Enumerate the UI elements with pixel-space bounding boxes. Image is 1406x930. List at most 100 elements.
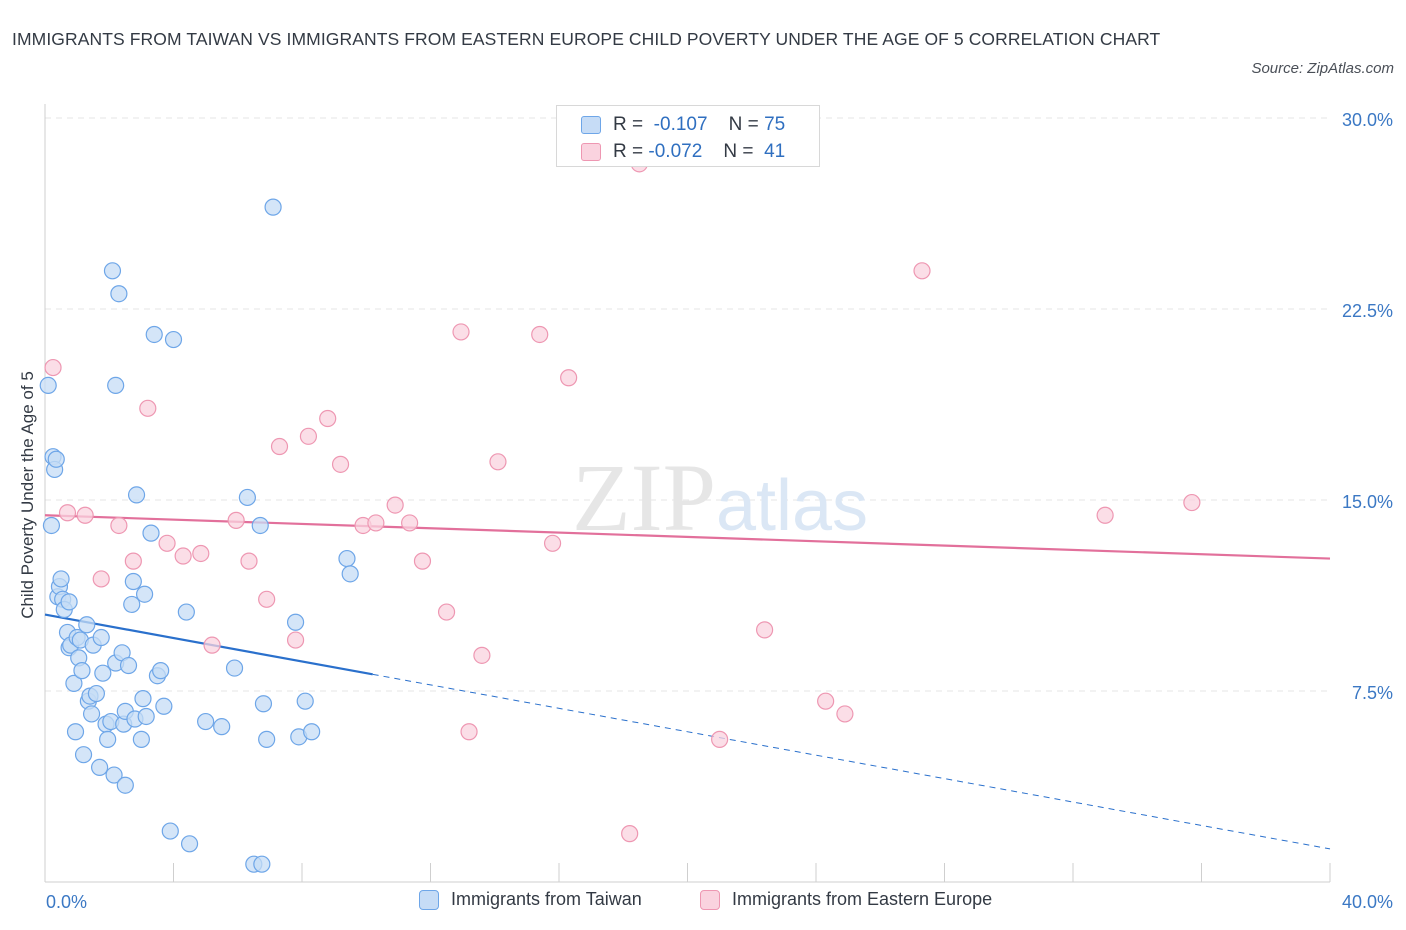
point-taiwan [161, 822, 179, 840]
point-taiwan [65, 674, 83, 692]
point-taiwan [39, 376, 57, 394]
point-eastern-europe [58, 504, 77, 522]
point-taiwan [164, 330, 183, 349]
point-taiwan [92, 628, 110, 647]
r-label: R = [613, 141, 644, 162]
point-taiwan [132, 730, 150, 748]
legend-label-taiwan: Immigrants from Taiwan [451, 889, 642, 909]
point-taiwan [123, 595, 141, 614]
point-taiwan [251, 516, 269, 535]
point-taiwan [74, 746, 93, 764]
tick-labels: 7.5% 15.0% 22.5% 30.0% 0.0% 40.0% [46, 110, 1393, 912]
data-points [39, 155, 1201, 873]
point-taiwan [119, 656, 138, 675]
point-taiwan [66, 723, 85, 741]
point-eastern-europe [413, 552, 432, 570]
point-eastern-europe [621, 825, 639, 843]
legend-label-eastern-europe: Immigrants from Eastern Europe [732, 889, 993, 909]
point-taiwan [116, 776, 134, 794]
point-eastern-europe [286, 631, 305, 649]
n-label: N = [728, 114, 759, 135]
point-eastern-europe [270, 437, 289, 456]
y-tick-label: 15.0% [1342, 492, 1393, 512]
point-taiwan [258, 730, 276, 748]
point-taiwan [264, 198, 282, 216]
point-taiwan [124, 572, 142, 591]
x-tick-label: 0.0% [46, 892, 87, 912]
point-taiwan [155, 697, 173, 715]
point-eastern-europe [331, 455, 350, 473]
n-value-taiwan: 75 [764, 114, 786, 135]
watermark: ZIPatlas [572, 444, 868, 551]
r-value-eastern-europe: -0.072 [648, 141, 703, 162]
point-taiwan [225, 659, 244, 677]
point-eastern-europe [1096, 506, 1114, 524]
point-taiwan [152, 662, 170, 680]
point-taiwan [73, 662, 91, 680]
point-eastern-europe [174, 547, 192, 565]
point-taiwan [134, 690, 152, 708]
point-eastern-europe [124, 552, 142, 570]
point-taiwan [145, 325, 163, 344]
point-taiwan [238, 488, 256, 507]
point-eastern-europe [473, 646, 491, 664]
point-taiwan [91, 758, 109, 777]
point-taiwan [82, 705, 101, 723]
point-taiwan [213, 718, 231, 736]
y-tick-label: 22.5% [1342, 301, 1393, 321]
point-taiwan [103, 262, 122, 280]
point-eastern-europe [452, 323, 470, 341]
n-value-eastern-europe: 41 [764, 141, 786, 162]
legend-row-taiwan: R = -0.107 N = 75 [581, 112, 785, 138]
point-eastern-europe [192, 544, 210, 563]
point-taiwan [99, 730, 117, 748]
point-taiwan [253, 855, 271, 873]
point-eastern-europe [139, 399, 157, 417]
n-label: N = [723, 141, 754, 162]
point-taiwan [254, 695, 273, 713]
point-eastern-europe [319, 409, 337, 428]
y-tick-label: 7.5% [1352, 683, 1393, 703]
correlation-legend: R = -0.107 N = 75 R = -0.072 N = 41 [556, 105, 820, 167]
point-eastern-europe [836, 705, 854, 723]
legend-row-eastern-europe: R = -0.072 N = 41 [581, 139, 785, 165]
point-taiwan [286, 613, 305, 631]
point-eastern-europe [531, 325, 549, 344]
point-taiwan [177, 603, 195, 621]
gridlines [45, 117, 1330, 692]
point-taiwan [303, 723, 321, 741]
point-eastern-europe [386, 496, 404, 514]
point-eastern-europe [227, 511, 245, 529]
point-eastern-europe [76, 506, 94, 524]
point-taiwan [94, 664, 112, 682]
point-taiwan [60, 593, 78, 611]
point-taiwan [197, 712, 215, 731]
point-eastern-europe [92, 570, 110, 588]
point-eastern-europe [1183, 493, 1201, 512]
axes [44, 104, 1331, 883]
chart-title: IMMIGRANTS FROM TAIWAN VS IMMIGRANTS FRO… [12, 29, 1161, 49]
point-taiwan [52, 570, 70, 588]
point-eastern-europe [489, 453, 507, 471]
trend-lines [44, 514, 1331, 850]
point-eastern-europe [158, 534, 176, 552]
point-eastern-europe [367, 514, 385, 532]
point-eastern-europe [755, 621, 774, 639]
trend-line-taiwan-extension [372, 673, 1331, 850]
point-eastern-europe [401, 514, 419, 532]
point-eastern-europe [543, 534, 562, 552]
legend-swatch-eastern-europe [700, 889, 720, 910]
legend-item-taiwan[interactable]: Immigrants from Taiwan [419, 889, 642, 910]
point-taiwan [296, 692, 314, 710]
point-eastern-europe [711, 730, 729, 748]
legend-item-eastern-europe[interactable]: Immigrants from Eastern Europe [700, 889, 992, 910]
point-taiwan [87, 684, 106, 703]
point-taiwan [127, 486, 146, 504]
series-legend: Immigrants from Taiwan Immigrants from E… [0, 889, 1406, 915]
point-taiwan [105, 766, 123, 784]
point-eastern-europe [203, 636, 221, 654]
legend-swatch-taiwan [581, 116, 601, 134]
point-taiwan [110, 285, 128, 303]
point-taiwan [47, 450, 65, 468]
